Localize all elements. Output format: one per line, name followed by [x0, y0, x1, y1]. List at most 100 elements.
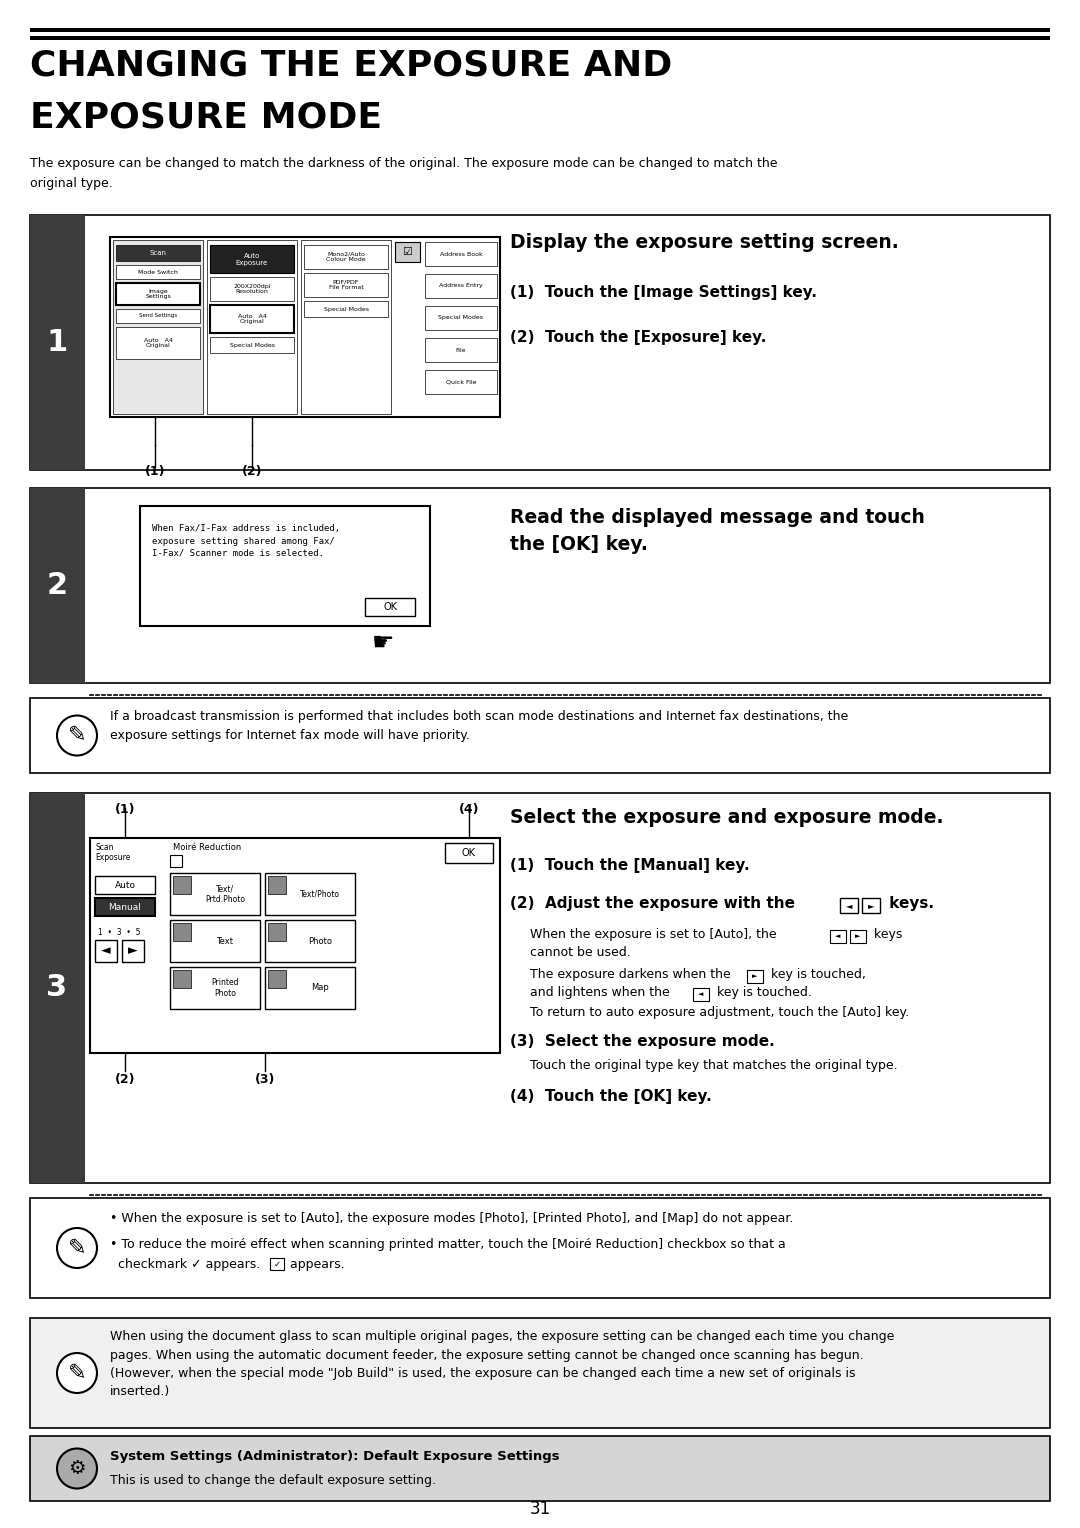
Text: OK: OK	[383, 602, 397, 613]
Bar	[840, 898, 858, 914]
Bar	[265, 967, 355, 1008]
Text: If a broadcast transmission is performed that includes both scan mode destinatio: If a broadcast transmission is performed…	[110, 711, 848, 741]
Text: ◄: ◄	[846, 902, 852, 911]
Text: This is used to change the default exposure setting.: This is used to change the default expos…	[110, 1475, 436, 1487]
Text: Text/Photo: Text/Photo	[300, 889, 340, 898]
Text: (1)  Touch the [Manual] key.: (1) Touch the [Manual] key.	[510, 859, 750, 872]
Text: ✓: ✓	[273, 1259, 281, 1268]
Bar	[30, 215, 85, 471]
Bar	[170, 920, 260, 963]
Bar	[173, 923, 191, 941]
Bar	[303, 301, 388, 316]
Circle shape	[57, 715, 97, 755]
Text: keys: keys	[870, 927, 903, 941]
Bar	[862, 898, 880, 914]
Text: 1  •  3  •  5: 1 • 3 • 5	[98, 927, 140, 937]
Text: Map: Map	[311, 984, 329, 993]
Circle shape	[57, 1229, 97, 1268]
Text: ☛: ☛	[372, 631, 394, 656]
Bar	[95, 940, 117, 963]
Bar	[268, 923, 286, 941]
Text: ✎: ✎	[68, 1363, 86, 1383]
Bar	[116, 309, 200, 322]
Text: 200X200dpi
Resolution: 200X200dpi Resolution	[233, 284, 271, 295]
Text: OK: OK	[462, 848, 476, 859]
Text: (3): (3)	[255, 1073, 275, 1086]
Text: 2: 2	[46, 571, 68, 601]
Bar	[30, 487, 85, 683]
Bar	[265, 920, 355, 963]
Bar	[850, 931, 866, 943]
Text: When the exposure is set to [Auto], the: When the exposure is set to [Auto], the	[530, 927, 781, 941]
Text: ►: ►	[129, 944, 138, 958]
Text: PDF/PDF
File Format: PDF/PDF File Format	[328, 280, 363, 290]
Text: Touch the original type key that matches the original type.: Touch the original type key that matches…	[530, 1059, 897, 1073]
Bar	[95, 876, 156, 894]
Bar	[831, 931, 846, 943]
Text: The exposure can be changed to match the darkness of the original. The exposure : The exposure can be changed to match the…	[30, 157, 778, 189]
Text: ⚙: ⚙	[68, 1459, 85, 1478]
Text: Read the displayed message and touch
the [OK] key.: Read the displayed message and touch the…	[510, 507, 924, 553]
Bar	[395, 241, 420, 261]
Text: Moiré Reduction: Moiré Reduction	[173, 843, 241, 853]
Text: Text/
Prtd.Photo: Text/ Prtd.Photo	[205, 885, 245, 903]
Bar	[170, 967, 260, 1008]
Text: Special Modes: Special Modes	[229, 342, 274, 347]
Text: (3)  Select the exposure mode.: (3) Select the exposure mode.	[510, 1034, 774, 1050]
Text: System Settings (Administrator): Default Exposure Settings: System Settings (Administrator): Default…	[110, 1450, 559, 1462]
Bar	[95, 898, 156, 915]
Text: ✎: ✎	[68, 1238, 86, 1258]
Text: Auto: Auto	[114, 880, 135, 889]
Bar	[110, 237, 500, 417]
Bar	[426, 338, 497, 362]
Text: Text: Text	[216, 937, 233, 946]
Bar	[30, 1319, 1050, 1429]
Bar	[30, 215, 1050, 471]
Text: 1: 1	[46, 329, 68, 358]
Text: ►: ►	[753, 973, 758, 979]
Bar	[445, 843, 492, 863]
Bar	[207, 240, 297, 414]
Bar	[140, 506, 430, 626]
Bar	[116, 264, 200, 280]
Bar	[116, 244, 200, 261]
Bar	[173, 970, 191, 989]
Bar	[30, 793, 1050, 1183]
Bar	[210, 244, 294, 274]
Text: (4)  Touch the [OK] key.: (4) Touch the [OK] key.	[510, 1089, 712, 1105]
Text: (4): (4)	[459, 804, 480, 816]
Bar	[426, 306, 497, 330]
Text: Manual: Manual	[109, 903, 141, 912]
Text: (2): (2)	[242, 465, 262, 478]
Text: (2): (2)	[114, 1073, 135, 1086]
Bar	[116, 283, 200, 306]
Text: key is touched.: key is touched.	[713, 986, 812, 999]
Text: EXPOSURE MODE: EXPOSURE MODE	[30, 99, 382, 134]
Text: ►: ►	[855, 934, 861, 940]
Bar	[303, 244, 388, 269]
Text: ◄: ◄	[835, 934, 840, 940]
Text: (1): (1)	[114, 804, 135, 816]
Text: Address Entry: Address Entry	[440, 284, 483, 289]
Text: Mono2/Auto
Colour Mode: Mono2/Auto Colour Mode	[326, 252, 366, 263]
Text: Scan
Exposure: Scan Exposure	[95, 843, 131, 862]
Text: Send Settings: Send Settings	[139, 313, 177, 318]
Text: Photo: Photo	[308, 937, 332, 946]
Text: (2)  Touch the [Exposure] key.: (2) Touch the [Exposure] key.	[510, 330, 767, 345]
Bar	[30, 1198, 1050, 1297]
Bar	[747, 970, 762, 983]
Text: When using the document glass to scan multiple original pages, the exposure sett: When using the document glass to scan mu…	[110, 1329, 894, 1398]
Text: keys.: keys.	[885, 895, 934, 911]
Bar	[426, 241, 497, 266]
Text: Scan: Scan	[149, 251, 166, 257]
Text: To return to auto exposure adjustment, touch the [Auto] key.: To return to auto exposure adjustment, t…	[530, 1005, 909, 1019]
Bar	[268, 876, 286, 894]
Text: When Fax/I-Fax address is included,
exposure setting shared among Fax/
I-Fax/ Sc: When Fax/I-Fax address is included, expo…	[152, 524, 340, 558]
Text: ◄: ◄	[699, 992, 704, 998]
Text: ✎: ✎	[68, 726, 86, 746]
Text: The exposure darkens when the: The exposure darkens when the	[530, 969, 734, 981]
Bar	[30, 37, 1050, 40]
Text: Quick File: Quick File	[446, 379, 476, 385]
Text: • To reduce the moiré effect when scanning printed matter, touch the [Moiré Redu: • To reduce the moiré effect when scanni…	[110, 1238, 786, 1251]
Text: Display the exposure setting screen.: Display the exposure setting screen.	[510, 232, 899, 252]
